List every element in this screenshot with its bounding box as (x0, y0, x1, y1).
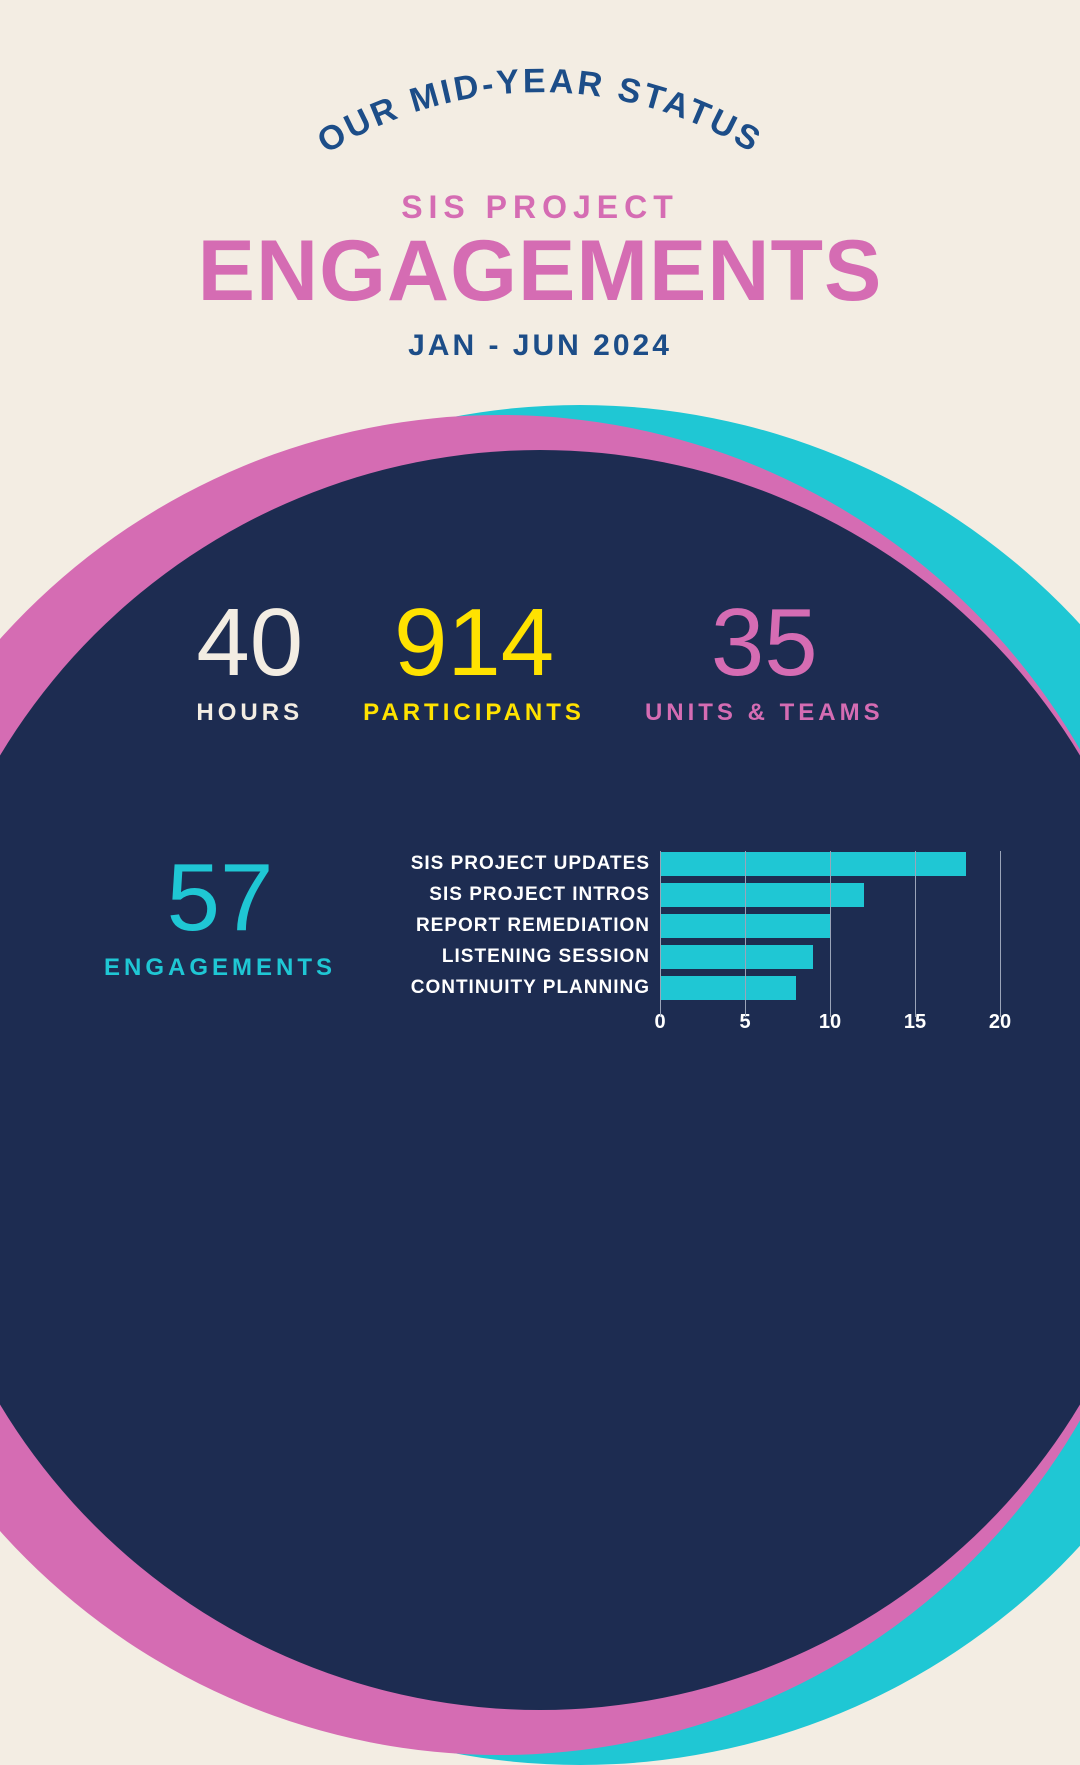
stat-participants: 914 PARTICIPANTS (363, 595, 585, 727)
gridline (915, 851, 916, 1017)
bar-fill (660, 883, 864, 907)
subtitle: SIS PROJECT (0, 189, 1080, 226)
bar-label: CONTINUITY PLANNING (400, 977, 660, 999)
bar-row: REPORT REMEDIATION (400, 912, 1000, 940)
gridline (660, 851, 661, 1017)
bar-label: SIS PROJECT UPDATES (400, 853, 660, 875)
stat-units-value: 35 (645, 595, 884, 691)
stat-units-label: UNITS & TEAMS (645, 699, 884, 727)
bar-label: SIS PROJECT INTROS (400, 884, 660, 906)
stat-participants-value: 914 (363, 595, 585, 691)
stat-hours: 40 HOURS (196, 595, 303, 727)
bar-fill (660, 945, 813, 969)
stat-units: 35 UNITS & TEAMS (645, 595, 884, 727)
bar-row: SIS PROJECT UPDATES (400, 850, 1000, 878)
bar-fill (660, 852, 966, 876)
header-block: OUR MID-YEAR STATUS SIS PROJECT ENGAGEME… (0, 40, 1080, 363)
chart-x-axis: 05101520 (660, 1005, 1000, 1035)
stat-hours-value: 40 (196, 595, 303, 691)
stats-row: 40 HOURS 914 PARTICIPANTS 35 UNITS & TEA… (0, 595, 1080, 727)
stat-hours-label: HOURS (196, 699, 303, 727)
stat-participants-label: PARTICIPANTS (363, 699, 585, 727)
date-range: JAN - JUN 2024 (0, 329, 1080, 363)
bottom-row: 57 ENGAGEMENTS SIS PROJECT UPDATESSIS PR… (0, 850, 1080, 1035)
stat-engagements: 57 ENGAGEMENTS (80, 850, 360, 982)
bar-label: REPORT REMEDIATION (400, 915, 660, 937)
bar-row: LISTENING SESSION (400, 943, 1000, 971)
bar-row: CONTINUITY PLANNING (400, 974, 1000, 1002)
arc-title-text: OUR MID-YEAR STATUS (311, 62, 769, 161)
gridline (1000, 851, 1001, 1017)
main-title: ENGAGEMENTS (0, 222, 1080, 321)
bar-label: LISTENING SESSION (400, 946, 660, 968)
gridline (745, 851, 746, 1017)
bar-row: SIS PROJECT INTROS (400, 881, 1000, 909)
stat-engagements-value: 57 (80, 850, 360, 946)
bar-fill (660, 976, 796, 1000)
stat-engagements-label: ENGAGEMENTS (80, 954, 360, 982)
arc-title-svg: OUR MID-YEAR STATUS (240, 40, 840, 190)
engagements-bar-chart: SIS PROJECT UPDATES SIS PROJECT INTROS REP… (400, 850, 1000, 1035)
gridline (830, 851, 831, 1017)
